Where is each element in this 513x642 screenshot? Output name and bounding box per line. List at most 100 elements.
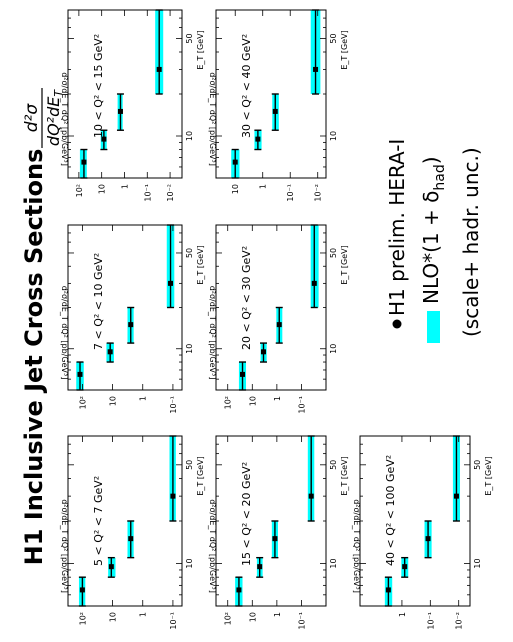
x-tick-label: 10 [329,131,338,141]
data-point [236,587,242,593]
data-point [255,136,261,142]
data-point [232,159,238,165]
x-axis-label: E_T [GeV] [196,245,205,284]
y-tick-label: 10² [224,396,233,409]
y-tick-label: 10⁻¹ [297,396,306,414]
x-tick-label: 50 [329,248,338,258]
data-point [170,493,176,499]
x-axis-label: E_T [GeV] [196,30,205,69]
x-axis-label: E_T [GeV] [484,456,493,495]
legend: H1 prelim. HERA-I NLO*(1 + δhad) (scale+… [385,139,483,343]
data-point [107,349,113,355]
y-tick-label: 10⁻¹ [297,612,306,630]
x-axis-label: E_T [GeV] [196,456,205,495]
x-axis-label: E_T [GeV] [340,245,349,284]
y-axis-label: d²σ/dE_T dQ² [pb/GeV³] [60,72,69,166]
data-point [453,493,459,499]
x-tick-label: 10 [185,131,194,141]
data-point [168,280,174,286]
panel-q2-label: 7 < Q² < 10 GeV² [92,253,105,350]
figure-title: H1 Inclusive Jet Cross Sections [20,149,48,566]
formula-denominator: dQ²dET [44,89,65,146]
data-point [308,493,314,499]
panel-6: 10 50 10 1 10⁻¹ 10⁻² E_T [GeV] d²σ/dE_T dQ² [pb… [208,9,349,202]
y-tick-label: 10 [109,396,118,406]
y-tick-label: 10⁻² [455,612,464,630]
x-axis-label: E_T [GeV] [340,456,349,495]
y-tick-label: 10² [78,612,87,625]
data-point [272,536,278,542]
data-point [272,108,278,114]
data-point [402,564,408,570]
panel-q2-label: 15 < Q² < 20 GeV² [240,462,253,566]
plot-frame [67,224,183,391]
panel-q2-label: 5 < Q² < 7 GeV² [92,476,105,566]
y-axis-label: d²σ/dE_T dQ² [pb/GeV³] [352,499,361,593]
y-tick-label: 10⁻¹ [143,184,152,202]
y-tick-label: 1 [259,184,268,189]
x-tick-label: 10 [185,344,194,354]
panel-1: 10 50 10² 10 1 10⁻¹ E_T [GeV] d²σ/dE_T dQ² [pb/… [60,435,205,630]
legend-nlo-label-line2: (scale+ hadr. unc.) [459,147,483,337]
x-tick-label: 50 [473,460,482,470]
y-axis-label: d²σ/dE_T dQ² [pb/GeV³] [208,286,217,380]
legend-nlo-label: NLO*(1 + δhad) [419,156,448,304]
x-tick-label: 10 [329,344,338,354]
legend-data-marker [392,319,402,329]
y-tick-label: 10 [248,612,257,622]
x-tick-label: 50 [185,33,194,43]
x-tick-label: 10 [329,558,338,568]
y-tick-label: 1 [139,612,148,617]
panel-q2-label: 30 < Q² < 40 GeV² [240,34,253,138]
x-tick-label: 50 [329,33,338,43]
y-axis-label: d²σ/dE_T dQ² [pb/GeV³] [208,72,217,166]
y-tick-label: 1 [120,184,129,189]
y-tick-label: 10² [78,396,87,409]
data-point [311,280,317,286]
data-point [101,136,107,142]
data-point [276,322,282,328]
y-tick-label: 10⁻² [314,184,323,202]
panel-q2-label: 40 < Q² < 100 GeV² [384,455,397,566]
formula-numerator: d²σ [22,103,42,133]
y-axis-label: d²σ/dE_T dQ² [pb/GeV³] [208,499,217,593]
y-tick-label: 10 [109,612,118,622]
y-tick-label: 1 [273,396,282,401]
data-point [385,587,391,593]
y-axis-label: d²σ/dE_T dQ² [pb/GeV³] [60,499,69,593]
panel-q2-label: 10 < Q² < 15 GeV² [92,34,105,138]
x-tick-label: 10 [185,558,194,568]
x-tick-label: 10 [473,558,482,568]
panel-5: 10 50 10² 10 1 10⁻¹ E_T [GeV] d²σ/dE_T dQ² [pb/… [208,224,349,414]
y-tick-label: 10 [98,184,107,194]
panel-7: 10 50 1 10⁻¹ 10⁻² E_T [GeV] d²σ/dE_T dQ² [pb/G… [352,435,493,630]
x-axis-label: E_T [GeV] [340,30,349,69]
y-tick-label: 1 [273,612,282,617]
x-tick-label: 50 [329,460,338,470]
plot-frame [215,224,327,391]
y-tick-label: 1 [398,612,407,617]
y-tick-label: 10⁻¹ [426,612,435,630]
data-point [117,108,123,114]
panel-q2-label: 20 < Q² < 30 GeV² [240,246,253,350]
panel-4: 10 50 10² 10 1 10⁻¹ E_T [GeV] d²σ/dE_T dQ² [pb/… [208,435,349,630]
y-tick-label: 1 [139,396,148,401]
x-tick-label: 50 [185,460,194,470]
legend-nlo-swatch [427,311,440,343]
legend-data-label: H1 prelim. HERA-I [385,139,409,316]
x-tick-label: 50 [185,248,194,258]
data-point [240,371,246,377]
data-point [313,66,319,72]
y-axis-label: d²σ/dE_T dQ² [pb/GeV³] [60,286,69,380]
data-point [128,322,134,328]
y-tick-label: 10⁻² [166,184,175,202]
data-point [425,536,431,542]
data-point [81,159,87,165]
data-point [156,66,162,72]
panel-3: 10 50 10² 10 1 10⁻¹ 10⁻² E_T [GeV] d²σ/dE_T dQ² … [60,9,205,202]
y-tick-label: 10⁻¹ [169,612,178,630]
data-point [108,564,114,570]
data-point [77,371,83,377]
formula: d²σ dQ²dET [22,88,65,148]
